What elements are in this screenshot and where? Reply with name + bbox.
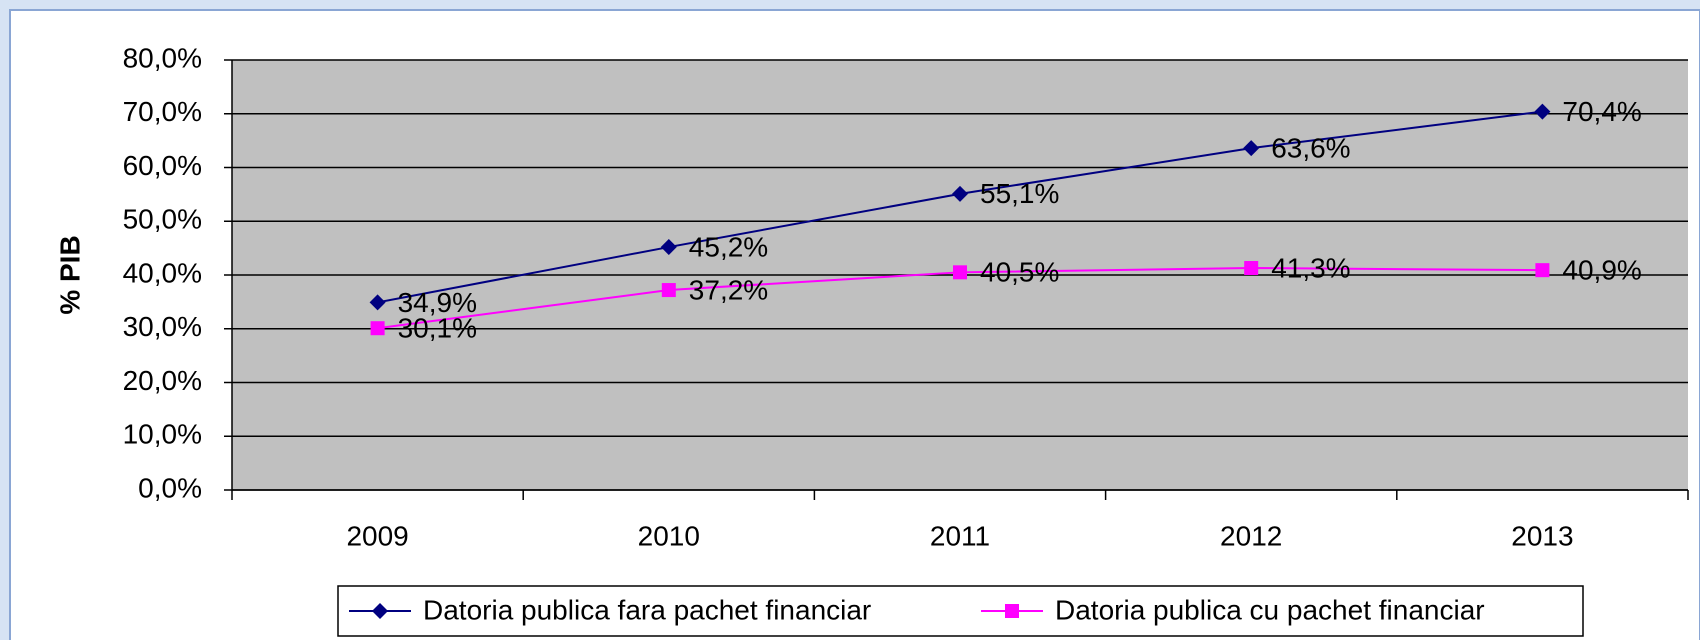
marker	[370, 321, 385, 336]
data-label: 30,1%	[398, 313, 477, 344]
marker	[369, 294, 386, 311]
marker	[661, 283, 676, 298]
marker	[1005, 604, 1019, 618]
x-tick-label: 2011	[930, 520, 990, 551]
data-label: 45,2%	[689, 231, 768, 262]
marker	[953, 265, 967, 280]
x-tick-label: 2013	[1511, 520, 1573, 551]
legend-label: Datoria publica cu pachet financiar	[1055, 594, 1485, 625]
x-tick-label: 2010	[638, 520, 700, 551]
x-tick-label: 2009	[346, 520, 408, 551]
marker	[372, 603, 388, 619]
data-label: 40,5%	[980, 257, 1059, 288]
data-label: 70,4%	[1562, 96, 1641, 127]
legend-label: Datoria publica fara pachet financiar	[423, 594, 871, 625]
marker	[952, 185, 968, 202]
x-tick-label: 2012	[1220, 520, 1282, 551]
y-tick-label: 10,0%	[123, 419, 202, 450]
y-tick-label: 0,0%	[138, 472, 202, 503]
data-label: 40,9%	[1562, 255, 1641, 286]
y-tick-label: 50,0%	[123, 204, 202, 235]
y-tick-label: 40,0%	[123, 257, 202, 288]
data-label: 37,2%	[689, 274, 768, 305]
marker	[1243, 140, 1260, 157]
legend-box	[337, 585, 1584, 637]
data-label: 34,9%	[398, 287, 477, 318]
marker	[660, 239, 677, 256]
data-label: 63,6%	[1271, 133, 1350, 164]
y-tick-label: 30,0%	[123, 311, 202, 342]
y-axis-title: % PIB	[54, 235, 85, 314]
y-tick-label: 70,0%	[123, 96, 202, 127]
marker	[1244, 261, 1259, 276]
y-tick-label: 80,0%	[123, 42, 202, 73]
y-tick-label: 60,0%	[123, 150, 202, 181]
data-label: 41,3%	[1271, 252, 1350, 283]
marker	[1535, 263, 1550, 278]
data-label: 55,1%	[980, 178, 1059, 209]
marker	[1534, 103, 1551, 120]
y-tick-label: 20,0%	[123, 365, 202, 396]
